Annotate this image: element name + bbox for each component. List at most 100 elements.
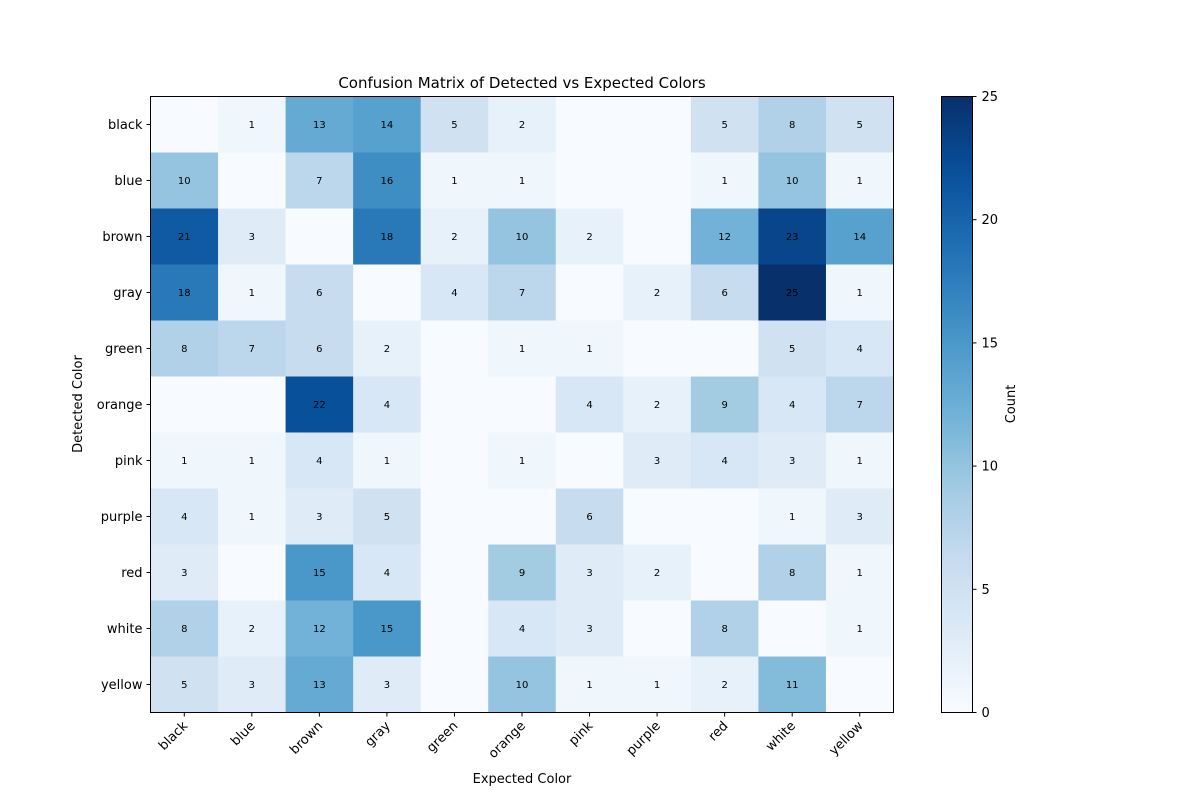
heatmap-cell: [623, 656, 692, 713]
heatmap-cell: [488, 600, 557, 657]
heatmap-cell: [623, 544, 692, 601]
heatmap-cell: [353, 264, 422, 321]
colorbar-tick-label: 25: [982, 90, 999, 105]
x-tick-label: white: [763, 719, 799, 755]
heatmap-cell: [758, 264, 827, 321]
cell-value-label: 22: [313, 400, 326, 411]
cell-value-label: 1: [586, 344, 592, 355]
cell-value-label: 5: [857, 120, 863, 131]
heatmap-cell: [285, 600, 354, 657]
heatmap-cell: [690, 544, 759, 601]
heatmap-cell: [353, 432, 422, 489]
heatmap-cell: [488, 264, 557, 321]
heatmap-cell: [353, 600, 422, 657]
heatmap-cell: [285, 264, 354, 321]
y-tick-label: orange: [97, 398, 143, 413]
cell-value-label: 5: [451, 120, 457, 131]
cell-value-label: 4: [316, 456, 322, 467]
heatmap-cell: [623, 488, 692, 545]
heatmap-cell: [150, 208, 219, 265]
cell-value-label: 6: [316, 288, 322, 299]
x-axis-label: Expected Color: [473, 772, 572, 787]
cell-value-label: 18: [178, 288, 191, 299]
heatmap-cell: [420, 320, 489, 377]
x-tick-label: blue: [228, 719, 258, 749]
cell-value-label: 1: [451, 176, 457, 187]
x-tick-label: yellow: [827, 718, 867, 758]
heatmap-cell: [690, 264, 759, 321]
heatmap-cell: [353, 376, 422, 433]
heatmap-cell: [150, 320, 219, 377]
heatmap-cell: [623, 264, 692, 321]
heatmap-cell: [555, 376, 624, 433]
heatmap-cell: [825, 600, 894, 657]
heatmap-cell: [690, 432, 759, 489]
cell-value-label: 16: [381, 176, 394, 187]
heatmap-cell: [150, 264, 219, 321]
heatmap-cell: [420, 96, 489, 153]
heatmap-cell: [218, 152, 287, 209]
cell-value-label: 1: [586, 680, 592, 691]
cell-value-label: 1: [721, 176, 727, 187]
heatmap-cell: [150, 152, 219, 209]
heatmap-cell: [758, 544, 827, 601]
heatmap-cell: [825, 96, 894, 153]
heatmap-cell: [623, 376, 692, 433]
heatmap-cell: [353, 656, 422, 713]
cell-value-label: 8: [181, 344, 187, 355]
heatmap-cell: [150, 544, 219, 601]
cell-value-label: 4: [384, 400, 390, 411]
colorbar-tick-label: 10: [982, 460, 999, 475]
heatmap-cell: [825, 152, 894, 209]
heatmap-cell: [555, 152, 624, 209]
heatmap-cell: [420, 488, 489, 545]
heatmap-cell: [353, 488, 422, 545]
y-tick-label: green: [105, 342, 143, 357]
heatmap-cell: [690, 96, 759, 153]
cell-value-label: 1: [519, 456, 525, 467]
cell-value-label: 3: [586, 624, 592, 635]
heatmap-cell: [825, 264, 894, 321]
cell-value-label: 4: [451, 288, 457, 299]
cell-value-label: 7: [316, 176, 322, 187]
heatmap-cell: [285, 656, 354, 713]
heatmap-cell: [555, 544, 624, 601]
cell-value-label: 4: [586, 400, 592, 411]
heatmap-cell: [690, 320, 759, 377]
heatmap-cell: [285, 96, 354, 153]
cell-value-label: 2: [519, 120, 525, 131]
cell-value-label: 5: [789, 344, 795, 355]
cell-value-label: 4: [789, 400, 795, 411]
heatmap-cell: [758, 96, 827, 153]
x-tick-label: pink: [566, 718, 596, 748]
cell-value-label: 1: [857, 456, 863, 467]
heatmap-cell: [825, 544, 894, 601]
cell-value-label: 14: [853, 232, 866, 243]
heatmap-cell: [690, 208, 759, 265]
heatmap-cell: [623, 96, 692, 153]
heatmap-cell: [690, 152, 759, 209]
cell-value-label: 21: [178, 232, 191, 243]
y-tick-label: blue: [114, 174, 142, 189]
cell-value-label: 1: [384, 456, 390, 467]
y-tick-label: white: [107, 622, 143, 637]
heatmap-cell: [285, 544, 354, 601]
heatmap-cell: [218, 208, 287, 265]
cell-value-label: 10: [516, 680, 529, 691]
chart-title: Confusion Matrix of Detected vs Expected…: [338, 74, 706, 92]
cell-value-label: 9: [721, 400, 727, 411]
heatmap-cell: [488, 488, 557, 545]
cell-value-label: 15: [313, 568, 326, 579]
cell-value-label: 1: [249, 456, 255, 467]
heatmap-cell: [825, 656, 894, 713]
cell-value-label: 10: [786, 176, 799, 187]
colorbar-tick-label: 15: [982, 336, 999, 351]
heatmap-cell: [488, 544, 557, 601]
heatmap-cell: [555, 656, 624, 713]
heatmap-cell: [825, 432, 894, 489]
colorbar: [941, 96, 973, 713]
heatmap-cell: [218, 488, 287, 545]
heatmap-cell: [150, 432, 219, 489]
cell-value-label: 2: [586, 232, 592, 243]
heatmap-cell: [285, 152, 354, 209]
